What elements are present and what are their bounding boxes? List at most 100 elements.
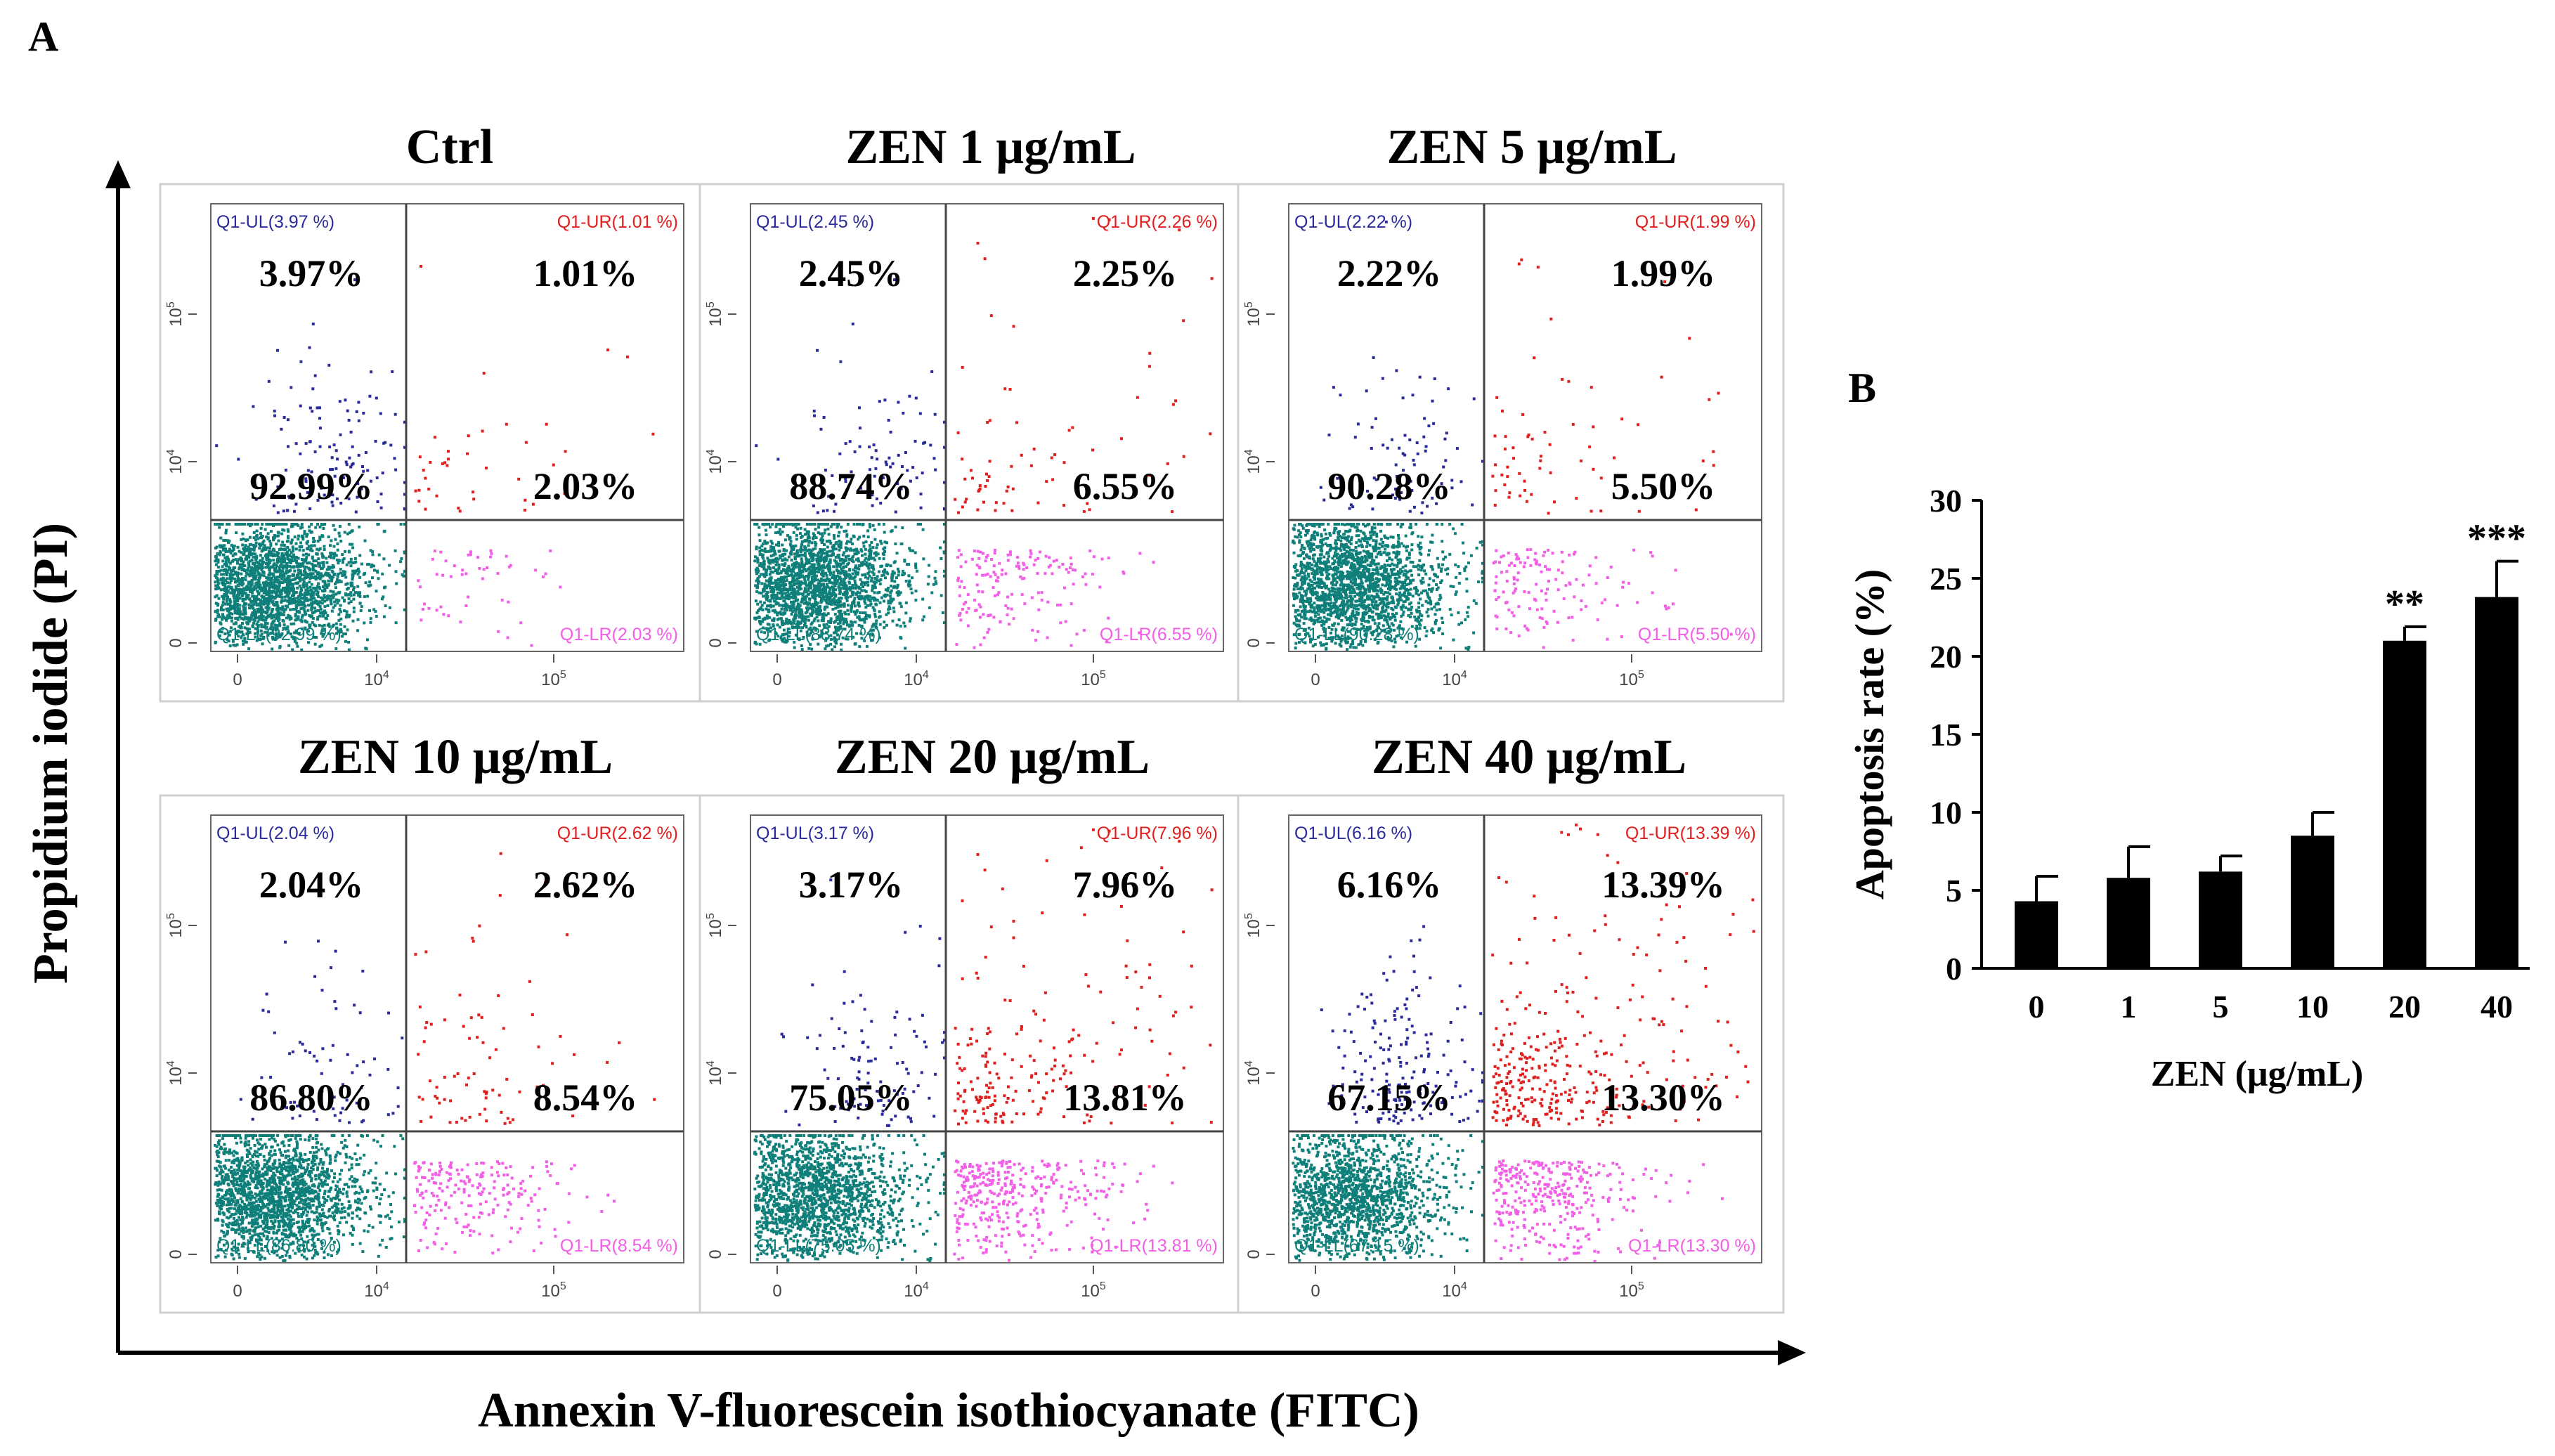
flow-dot-ll [266, 634, 270, 637]
flow-dot-ll [824, 566, 827, 569]
flow-dot-ul [294, 502, 298, 506]
flow-dot-ll [808, 583, 812, 586]
flow-dot-ll [792, 547, 795, 550]
flow-dot-ll [261, 610, 264, 613]
flow-dot-ll [845, 592, 849, 596]
flow-dot-ll [1381, 583, 1384, 587]
quadrant-pct-lr: 6.55% [1073, 465, 1178, 507]
flow-dot-ll [332, 573, 336, 576]
flow-dot-ll [316, 523, 319, 526]
flow-dot-ll [1329, 545, 1332, 549]
flow-dot-ll [368, 584, 371, 587]
flow-dot-ll [344, 550, 346, 553]
flow-dot-ll [791, 580, 795, 583]
flow-dot-ll [814, 567, 818, 571]
flow-dot-ll [350, 584, 353, 587]
flow-dot-lr [964, 560, 968, 564]
flow-dot-ll [773, 550, 776, 553]
flow-dot-ll [216, 552, 219, 555]
flow-dot-ll [370, 564, 374, 566]
flow-dot-ll [254, 632, 256, 635]
flow-dot-ll [867, 555, 871, 559]
flow-dot-ur [976, 508, 980, 512]
flow-dot-lr [486, 566, 489, 569]
flow-dot-ll [382, 615, 386, 618]
flow-dot-ur [1036, 501, 1040, 505]
flow-dot-lr [1046, 636, 1049, 639]
flow-dot-ll [279, 572, 282, 576]
flow-dot-lr [1065, 568, 1068, 571]
flow-dot-ll [270, 594, 273, 598]
flow-dot-ll [781, 604, 785, 608]
flow-dot-ll [762, 587, 765, 591]
flow-dot-ll [358, 554, 362, 557]
flow-dot-ll [304, 611, 307, 614]
flow-dot-ll [320, 552, 324, 556]
flow-dot-ll [269, 542, 273, 545]
flow-dot-ll [784, 523, 787, 526]
flow-dot-ll [821, 597, 825, 600]
flow-dot-ll [820, 629, 824, 632]
flow-dot-ll [287, 616, 291, 619]
flow-dot-ll [777, 597, 780, 600]
flow-dot-ll [369, 620, 372, 624]
flow-dot-ll [366, 638, 369, 642]
flow-dot-ll [801, 570, 805, 573]
flow-dot-ll [307, 604, 310, 607]
flow-dot-lr [1044, 554, 1048, 558]
flow-dot-ll [267, 590, 271, 594]
flow-dot-ll [783, 584, 786, 587]
flow-dot-ul [351, 462, 355, 465]
flow-dot-ll [272, 536, 275, 540]
flow-dot-ul [311, 410, 314, 413]
flow-dot-ul [896, 482, 899, 486]
flow-dot-ll [330, 552, 333, 555]
flow-dot-ul [819, 427, 823, 431]
flow-dot-ll [781, 633, 784, 637]
flow-dot-ul [355, 410, 358, 413]
flow-dot-ll [775, 571, 779, 575]
flow-dot-ll [233, 593, 236, 597]
flow-dot-ll [878, 557, 881, 560]
flow-dot-ll [833, 559, 836, 562]
flow-dot-ll [231, 639, 235, 643]
flow-dot-ll [1391, 558, 1394, 561]
flow-dot-lr [478, 567, 481, 570]
flow-dot-ll [346, 532, 349, 535]
flow-dot-ll [268, 568, 271, 571]
flow-dot-ll [767, 559, 770, 562]
flow-dot-ll [835, 642, 838, 645]
flow-dot-ul [308, 406, 312, 410]
flow-dot-ll [1318, 607, 1322, 611]
flow-dot-ll [810, 559, 814, 563]
flow-dot-ll [280, 613, 284, 616]
flow-dot-ll [832, 592, 835, 596]
flow-dot-ll [225, 607, 228, 611]
flow-dot-ll [825, 644, 828, 648]
flow-dot-ll [252, 587, 255, 590]
flow-dot-ll [824, 523, 828, 526]
flow-dot-ll [394, 621, 398, 625]
flow-dot-ul [338, 400, 342, 403]
flow-dot-ll [358, 602, 362, 605]
flow-dot-ll [807, 615, 810, 618]
flow-dot-ll [272, 590, 275, 593]
flow-dot-ll [804, 617, 807, 620]
flow-dot-ll [275, 635, 278, 638]
flow-y-tick-exponent: 4 [165, 449, 177, 455]
flow-dot-ll [301, 558, 305, 561]
flow-dot-ul [943, 420, 946, 424]
flow-dot-ll [756, 558, 760, 561]
flow-dot-ll [311, 617, 315, 620]
flow-dot-ll [853, 579, 857, 583]
flow-dot-ll [321, 574, 325, 578]
flow-dot-ll [256, 537, 260, 540]
flow-x-tick-exponent: 5 [1100, 669, 1106, 681]
flow-dot-ll [218, 553, 221, 557]
flow-dot-ll [322, 614, 325, 618]
flow-dot-ll [310, 523, 313, 526]
flow-dot-ll [760, 544, 764, 547]
flow-dot-ll [242, 582, 245, 585]
flow-dot-lr [1070, 602, 1073, 606]
flow-dot-ll [779, 611, 782, 614]
